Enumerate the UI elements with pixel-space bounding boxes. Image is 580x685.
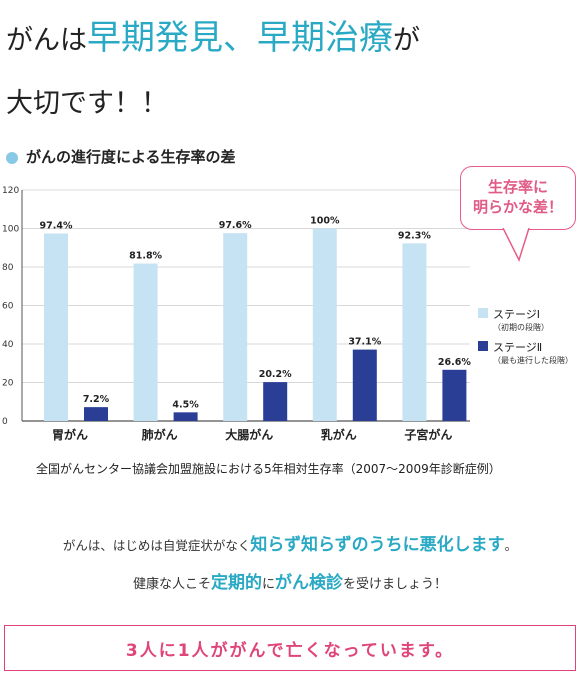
bar-stage2 bbox=[352, 349, 377, 421]
category-label: 乳がん bbox=[321, 427, 357, 442]
headline-part1: がんは bbox=[6, 25, 87, 56]
chart-legend: ステージⅠ （初期の段階） ステージⅡ （最も進行した段階） bbox=[478, 306, 573, 372]
data-label: 26.6% bbox=[438, 357, 471, 368]
message2-emphasis1: 定期的 bbox=[210, 573, 262, 593]
data-label: 20.2% bbox=[259, 369, 292, 380]
y-tick-label: 0 bbox=[2, 417, 8, 427]
data-label: 7.2% bbox=[83, 394, 110, 405]
category-label: 子宮がん bbox=[404, 427, 452, 442]
data-label: 4.5% bbox=[172, 399, 199, 410]
message2-a: 健康な人こそ bbox=[132, 577, 211, 592]
chart-subheading: がんの進行度による生存率の差 bbox=[6, 146, 236, 167]
legend-swatch-stage1 bbox=[478, 308, 488, 318]
bar-stage1 bbox=[312, 228, 337, 421]
data-label: 37.1% bbox=[348, 337, 381, 348]
message2-emphasis2: がん検診 bbox=[275, 573, 343, 593]
bar-stage1 bbox=[44, 233, 68, 421]
bar-stage1 bbox=[223, 233, 248, 421]
bar-stage1 bbox=[402, 243, 427, 421]
message1-emphasis: 知らず知らずのうちに悪化します bbox=[250, 535, 505, 555]
bullet-dot-icon bbox=[6, 151, 18, 164]
callout-line2: 明らかな差！ bbox=[472, 198, 563, 216]
bar-stage1 bbox=[133, 263, 158, 421]
data-label: 92.3% bbox=[398, 230, 431, 241]
message-line2: 健康な人こそ定期的にがん検診を受けましょう！ bbox=[0, 568, 580, 593]
message2-c: に bbox=[261, 577, 275, 592]
data-label: 97.6% bbox=[219, 220, 252, 231]
legend-sub-stage1: （初期の段階） bbox=[493, 323, 549, 332]
bar-stage2 bbox=[442, 369, 467, 421]
legend-sub-stage2: （最も進行した段階） bbox=[493, 356, 573, 365]
message-line1: がんは、はじめは自覚症状がなく知らず知らずのうちに悪化します。 bbox=[4, 530, 576, 555]
y-tick-label: 40 bbox=[2, 340, 14, 350]
y-tick-label: 100 bbox=[2, 225, 19, 235]
warning-banner: 3人に1人ががんで亡くなっています。 bbox=[4, 625, 576, 671]
chart-footnote: 全国がんセンター協議会加盟施設における5年相対生存率（2007〜2009年診断症… bbox=[36, 462, 501, 476]
y-tick-label: 60 bbox=[2, 302, 14, 312]
category-label: 肺がん bbox=[142, 427, 178, 442]
legend-swatch-stage2 bbox=[478, 341, 488, 351]
callout-tail-icon bbox=[502, 228, 530, 262]
headline: がんは早期発見、早期治療が 大切です！！ bbox=[6, 8, 576, 134]
data-label: 81.8% bbox=[129, 251, 162, 262]
category-label: 大腸がん bbox=[225, 427, 273, 442]
subheading-text: がんの進行度による生存率の差 bbox=[26, 148, 236, 166]
data-label: 97.4% bbox=[40, 221, 73, 232]
callout-bubble: 生存率に 明らかな差！ bbox=[460, 166, 576, 262]
headline-line2: 大切です！！ bbox=[6, 88, 168, 119]
data-label: 100% bbox=[310, 216, 340, 227]
legend-item-stage1: ステージⅠ （初期の段階） bbox=[478, 306, 573, 333]
headline-emphasis: 早期発見、早期治療 bbox=[87, 18, 393, 58]
y-tick-label: 120 bbox=[2, 186, 19, 196]
headline-part3: が bbox=[393, 25, 420, 56]
y-tick-label: 20 bbox=[2, 379, 14, 389]
survival-rate-bar-chart: 0 20 40 60 80 100 120 97.4% 7.2% 胃がん 81.8% 4.5% 肺がん 9… bbox=[2, 186, 471, 442]
bar-stage2 bbox=[84, 407, 108, 421]
category-label: 胃がん bbox=[52, 427, 88, 442]
bar-stage2 bbox=[263, 382, 288, 421]
bar-stage2 bbox=[173, 412, 198, 421]
legend-item-stage2: ステージⅡ （最も進行した段階） bbox=[478, 339, 573, 366]
callout-line1: 生存率に bbox=[487, 178, 548, 196]
legend-label-stage2: ステージⅡ bbox=[493, 341, 543, 354]
message1-a: がんは、はじめは自覚症状がなく bbox=[62, 538, 251, 553]
legend-label-stage1: ステージⅠ bbox=[493, 308, 541, 321]
message2-e: を受けましょう！ bbox=[343, 577, 448, 592]
y-tick-label: 80 bbox=[2, 263, 14, 273]
message1-c: 。 bbox=[504, 538, 518, 553]
